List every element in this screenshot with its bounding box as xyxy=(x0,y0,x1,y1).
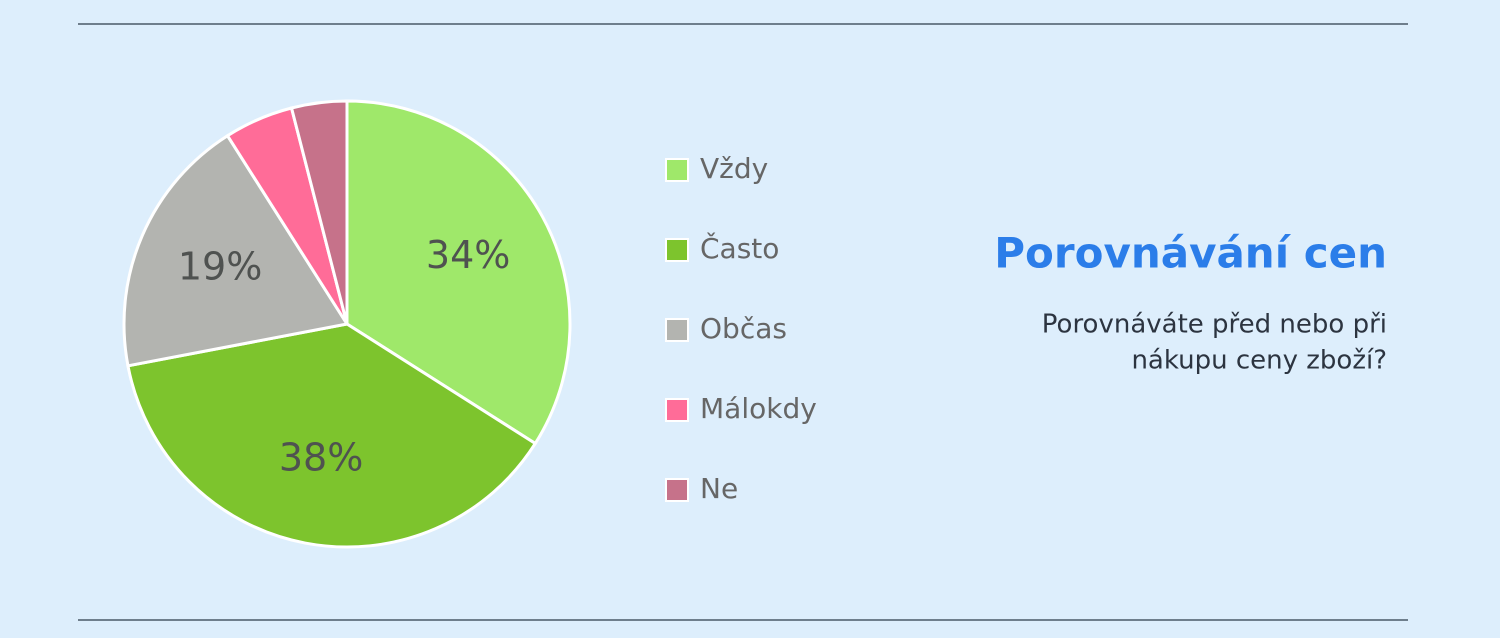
slice-label: 19% xyxy=(178,245,262,289)
legend-swatch xyxy=(665,398,689,422)
legend-swatch xyxy=(665,158,689,182)
legend-label: Málokdy xyxy=(700,392,817,425)
legend-label: Občas xyxy=(700,312,787,345)
pie-slice xyxy=(289,99,349,325)
legend-label: Často xyxy=(700,231,779,265)
legend-swatch xyxy=(665,478,689,502)
subtitle: Porovnáváte před nebo při xyxy=(1042,310,1387,340)
chart-title: Porovnávání cen xyxy=(994,229,1387,278)
legend-swatch xyxy=(665,318,689,342)
legend-swatch xyxy=(665,238,689,262)
legend-label: Ne xyxy=(700,472,738,505)
legend-label: Vždy xyxy=(700,152,768,185)
slice-label: 38% xyxy=(279,435,363,479)
pie-slice xyxy=(126,322,538,549)
pie-slice xyxy=(122,133,350,368)
slice-label: 34% xyxy=(426,233,510,277)
subtitle: nákupu ceny zboží? xyxy=(1131,346,1387,376)
